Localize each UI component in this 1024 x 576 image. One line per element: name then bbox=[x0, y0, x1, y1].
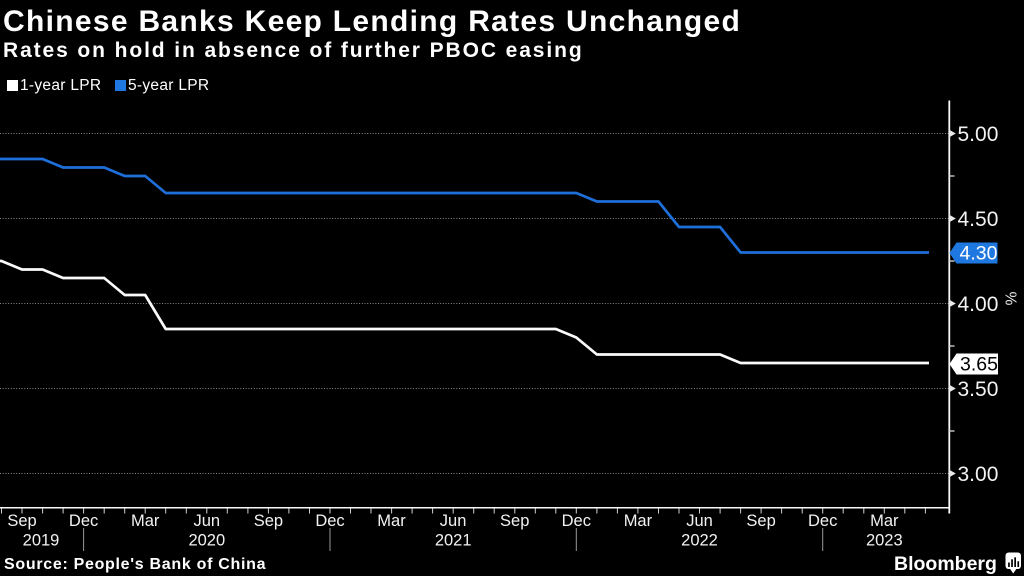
svg-text:4.50: 4.50 bbox=[958, 208, 999, 231]
svg-text:3.50: 3.50 bbox=[958, 378, 999, 401]
svg-text:Sep: Sep bbox=[254, 512, 283, 530]
svg-text:Mar: Mar bbox=[131, 512, 160, 530]
svg-text:Sep: Sep bbox=[746, 512, 775, 530]
svg-text:Sep: Sep bbox=[7, 512, 36, 530]
svg-text:Dec: Dec bbox=[808, 512, 837, 530]
svg-text:%: % bbox=[1002, 292, 1019, 306]
svg-text:2022: 2022 bbox=[681, 532, 718, 550]
svg-text:2023: 2023 bbox=[866, 532, 903, 550]
svg-text:4.30: 4.30 bbox=[960, 243, 998, 265]
svg-text:3.65: 3.65 bbox=[960, 354, 998, 376]
svg-text:Jun: Jun bbox=[440, 512, 467, 530]
svg-text:3.00: 3.00 bbox=[958, 463, 999, 486]
svg-text:Dec: Dec bbox=[69, 512, 98, 530]
svg-text:Dec: Dec bbox=[562, 512, 591, 530]
svg-text:Mar: Mar bbox=[624, 512, 653, 530]
svg-text:Jun: Jun bbox=[686, 512, 713, 530]
svg-text:Mar: Mar bbox=[377, 512, 406, 530]
svg-text:2021: 2021 bbox=[435, 532, 472, 550]
svg-text:Sep: Sep bbox=[500, 512, 529, 530]
svg-text:Mar: Mar bbox=[870, 512, 899, 530]
svg-text:5.00: 5.00 bbox=[958, 123, 999, 146]
svg-text:4.00: 4.00 bbox=[958, 293, 999, 316]
svg-text:Dec: Dec bbox=[315, 512, 344, 530]
svg-text:Jun: Jun bbox=[193, 512, 220, 530]
svg-text:2020: 2020 bbox=[188, 532, 225, 550]
svg-text:2019: 2019 bbox=[23, 532, 60, 550]
